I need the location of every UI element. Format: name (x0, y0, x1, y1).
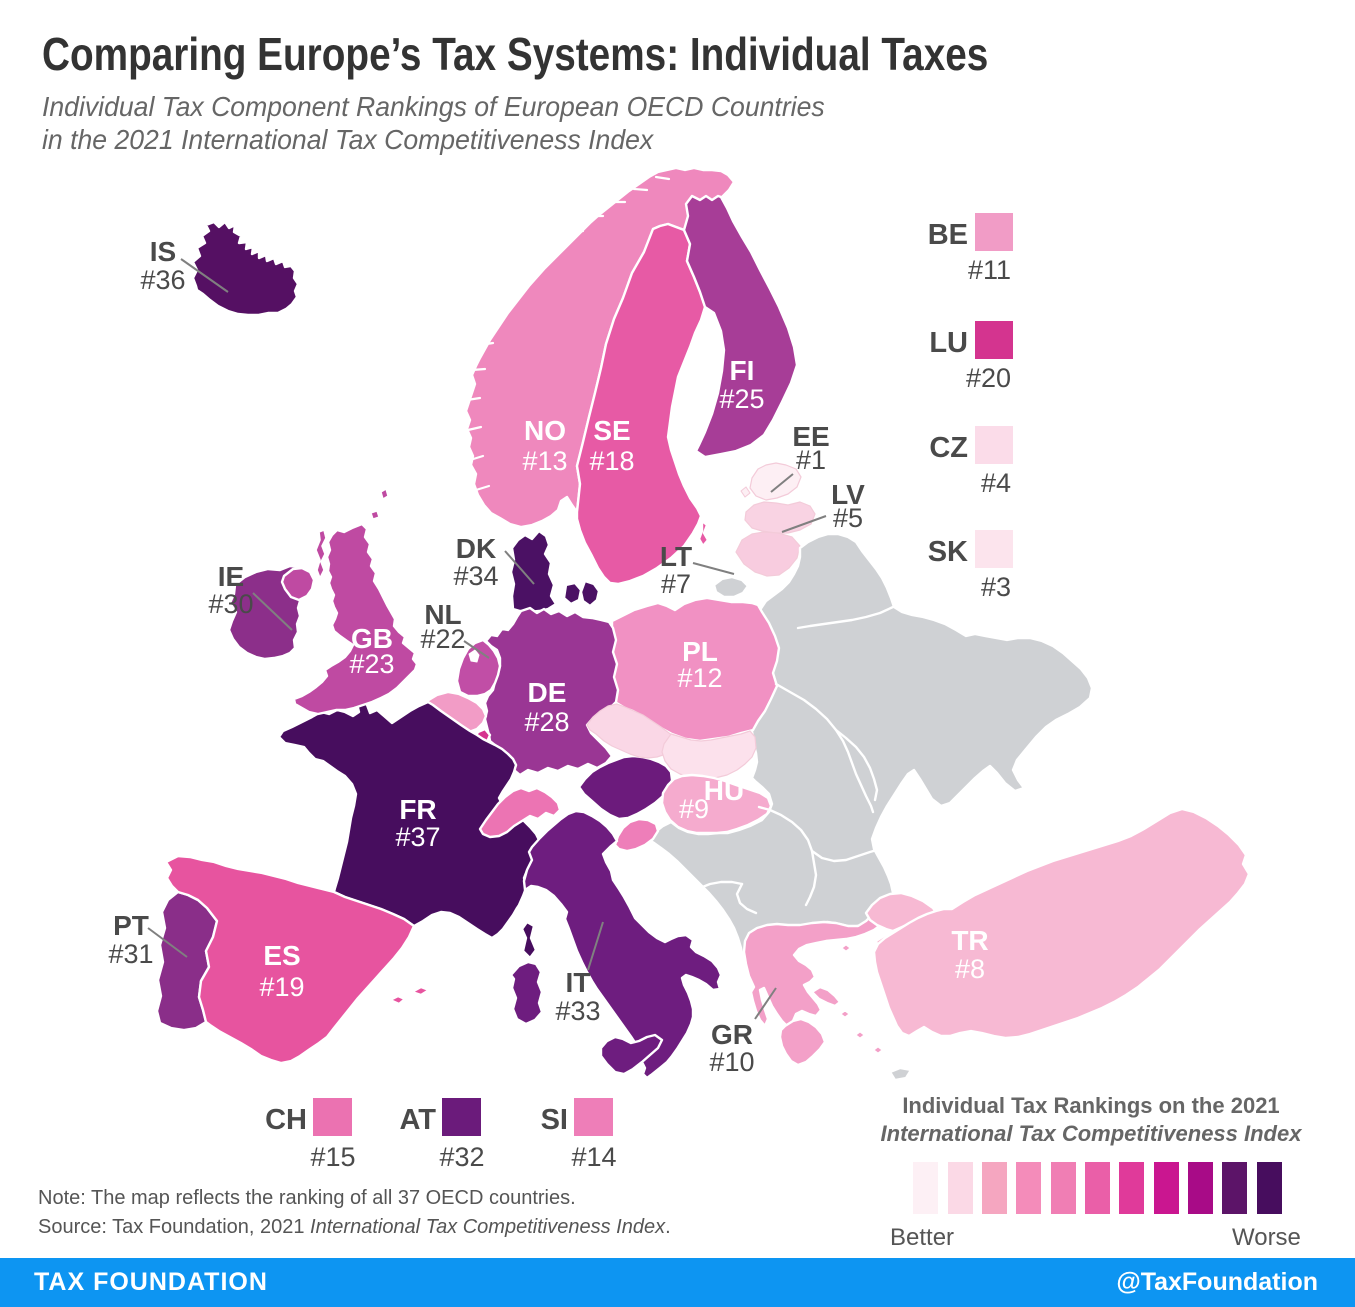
svg-text:#22: #22 (420, 624, 465, 654)
svg-text:NO: NO (524, 415, 566, 446)
svg-text:DE: DE (528, 677, 567, 708)
svg-text:GB: GB (351, 623, 393, 654)
svg-text:ES: ES (263, 940, 300, 971)
svg-text:GR: GR (711, 1019, 753, 1050)
svg-text:DK: DK (456, 533, 496, 564)
svg-text:IS: IS (150, 236, 176, 267)
svg-text:#12: #12 (677, 663, 722, 693)
svg-text:#18: #18 (589, 446, 634, 476)
svg-text:LV: LV (831, 479, 865, 510)
svg-text:HU: HU (704, 775, 744, 806)
svg-text:FI: FI (730, 355, 755, 386)
svg-text:#23: #23 (349, 649, 394, 679)
svg-text:FR: FR (399, 794, 436, 825)
svg-text:SE: SE (593, 415, 630, 446)
svg-text:LT: LT (660, 541, 692, 572)
svg-text:#28: #28 (524, 707, 569, 737)
svg-text:#19: #19 (259, 972, 304, 1002)
svg-text:#10: #10 (709, 1047, 754, 1077)
svg-text:EE: EE (792, 421, 829, 452)
svg-text:#7: #7 (661, 569, 691, 599)
svg-text:#34: #34 (453, 561, 498, 591)
svg-text:#5: #5 (833, 503, 863, 533)
svg-text:#13: #13 (522, 446, 567, 476)
svg-text:#25: #25 (719, 384, 764, 414)
svg-text:#8: #8 (955, 954, 985, 984)
svg-text:#37: #37 (395, 822, 440, 852)
svg-text:#33: #33 (555, 996, 600, 1026)
svg-text:#36: #36 (140, 265, 185, 295)
svg-text:#30: #30 (208, 589, 253, 619)
svg-text:IT: IT (566, 967, 591, 998)
svg-text:TR: TR (951, 925, 988, 956)
svg-text:IE: IE (218, 561, 244, 592)
svg-text:#31: #31 (108, 939, 153, 969)
svg-text:PL: PL (682, 636, 718, 667)
svg-text:#9: #9 (679, 794, 709, 824)
svg-text:PT: PT (113, 910, 149, 941)
svg-text:NL: NL (424, 599, 461, 630)
svg-text:#1: #1 (796, 445, 826, 475)
